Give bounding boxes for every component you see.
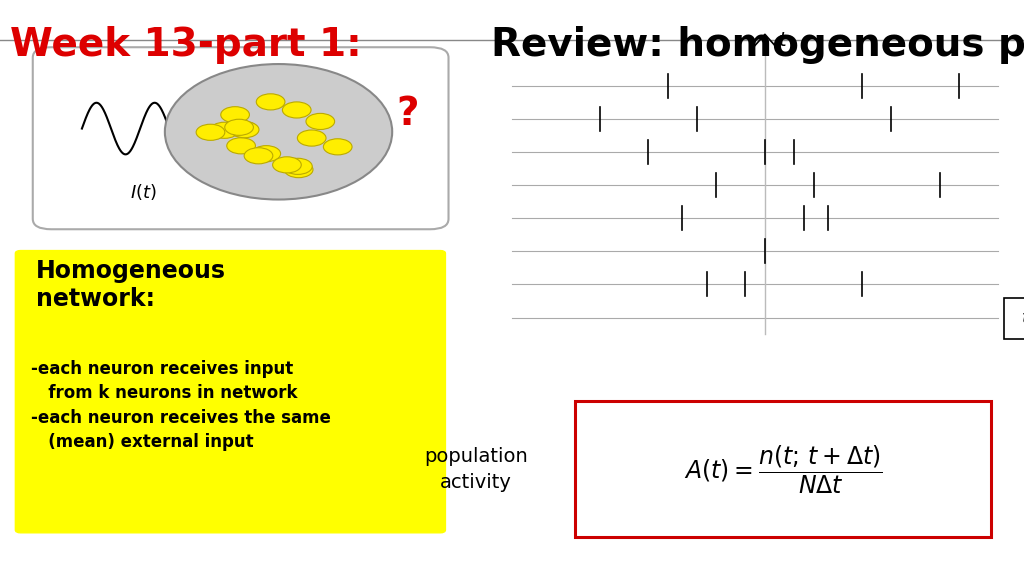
- Circle shape: [252, 146, 281, 162]
- Circle shape: [230, 122, 259, 138]
- Circle shape: [283, 102, 311, 118]
- Text: $I(t)$: $I(t)$: [130, 181, 157, 202]
- Ellipse shape: [165, 64, 392, 199]
- Text: population
activity: population activity: [424, 447, 528, 492]
- Text: Review: homogeneous population: Review: homogeneous population: [464, 26, 1024, 64]
- Circle shape: [226, 138, 255, 154]
- Circle shape: [324, 139, 352, 155]
- Circle shape: [285, 161, 313, 177]
- Circle shape: [244, 147, 272, 164]
- Circle shape: [284, 158, 312, 175]
- Circle shape: [256, 94, 285, 110]
- FancyBboxPatch shape: [575, 401, 991, 537]
- Circle shape: [224, 119, 253, 135]
- Text: $t$: $t$: [778, 31, 788, 50]
- Circle shape: [221, 107, 250, 123]
- Circle shape: [229, 121, 258, 137]
- FancyBboxPatch shape: [15, 251, 445, 533]
- Circle shape: [297, 130, 326, 146]
- Circle shape: [272, 157, 301, 173]
- FancyBboxPatch shape: [33, 47, 449, 229]
- Text: Week 13-part 1:: Week 13-part 1:: [10, 26, 362, 64]
- FancyBboxPatch shape: [1004, 298, 1024, 339]
- Text: ?: ?: [396, 95, 419, 133]
- Text: $t$: $t$: [1021, 309, 1024, 327]
- Text: Homogeneous
network:: Homogeneous network:: [36, 259, 226, 311]
- Circle shape: [197, 124, 225, 141]
- Text: -each neuron receives input
   from k neurons in network
-each neuron receives t: -each neuron receives input from k neuro…: [31, 360, 331, 451]
- Circle shape: [306, 113, 335, 130]
- Circle shape: [210, 122, 239, 138]
- Text: $A(t) = \dfrac{n(t;\,t + \Delta t)}{N\Delta t}$: $A(t) = \dfrac{n(t;\,t + \Delta t)}{N\De…: [684, 444, 883, 495]
